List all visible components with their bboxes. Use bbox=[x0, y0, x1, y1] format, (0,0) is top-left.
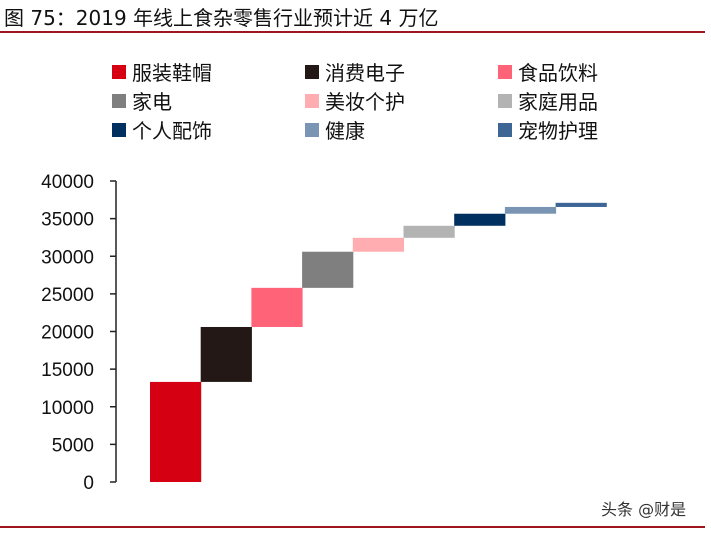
legend-label: 宠物护理 bbox=[518, 119, 598, 143]
legend-item: 美妆个护 bbox=[305, 86, 405, 115]
title-divider bbox=[0, 31, 705, 33]
legend-label: 服装鞋帽 bbox=[132, 61, 212, 85]
bar-7 bbox=[454, 213, 506, 226]
legend-item: 食品饮料 bbox=[498, 57, 598, 86]
legend-label: 家庭用品 bbox=[518, 90, 598, 114]
legend-swatch bbox=[498, 64, 512, 79]
y-tick-label: 40000 bbox=[41, 172, 94, 193]
figure-title: 图 75：2019 年线上食杂零售行业预计近 4 万亿 bbox=[4, 6, 439, 30]
legend-swatch bbox=[112, 122, 126, 137]
bar-1 bbox=[150, 381, 202, 482]
y-tick-label: 25000 bbox=[41, 285, 94, 306]
bar-4 bbox=[302, 251, 354, 288]
legend-swatch bbox=[112, 64, 126, 79]
bottom-divider bbox=[0, 526, 705, 528]
y-tick-label: 5000 bbox=[52, 435, 94, 456]
y-tick-label: 15000 bbox=[41, 360, 94, 381]
y-tick-label: 10000 bbox=[41, 398, 94, 419]
legend-label: 个人配饰 bbox=[132, 119, 212, 143]
bar-6 bbox=[403, 225, 455, 238]
legend-swatch bbox=[112, 93, 126, 108]
bar-2 bbox=[200, 326, 252, 382]
legend-swatch bbox=[498, 122, 512, 137]
bar-5 bbox=[352, 237, 404, 252]
y-tick-label: 20000 bbox=[41, 323, 94, 344]
legend-item: 健康 bbox=[305, 115, 365, 144]
watermark: 头条 @财是 bbox=[601, 500, 687, 519]
legend-swatch bbox=[305, 64, 319, 79]
legend-swatch bbox=[305, 122, 319, 137]
y-tick-label: 30000 bbox=[41, 247, 94, 268]
y-tick-label: 0 bbox=[83, 473, 94, 494]
bar-8 bbox=[504, 206, 557, 214]
legend-label: 家电 bbox=[132, 90, 172, 114]
bar-9 bbox=[555, 202, 607, 207]
legend-item: 消费电子 bbox=[305, 57, 405, 86]
legend-item: 家电 bbox=[112, 86, 172, 115]
y-tick-label: 35000 bbox=[41, 210, 94, 231]
legend-item: 服装鞋帽 bbox=[112, 57, 212, 86]
legend-label: 健康 bbox=[325, 119, 365, 143]
legend-swatch bbox=[498, 93, 512, 108]
legend-item: 个人配饰 bbox=[112, 115, 212, 144]
legend-swatch bbox=[305, 93, 319, 108]
legend-label: 食品饮料 bbox=[518, 61, 598, 85]
bar-3 bbox=[251, 287, 303, 327]
legend-item: 家庭用品 bbox=[498, 86, 598, 115]
legend-label: 消费电子 bbox=[325, 61, 405, 85]
legend-label: 美妆个护 bbox=[325, 90, 405, 114]
legend-item: 宠物护理 bbox=[498, 115, 598, 144]
